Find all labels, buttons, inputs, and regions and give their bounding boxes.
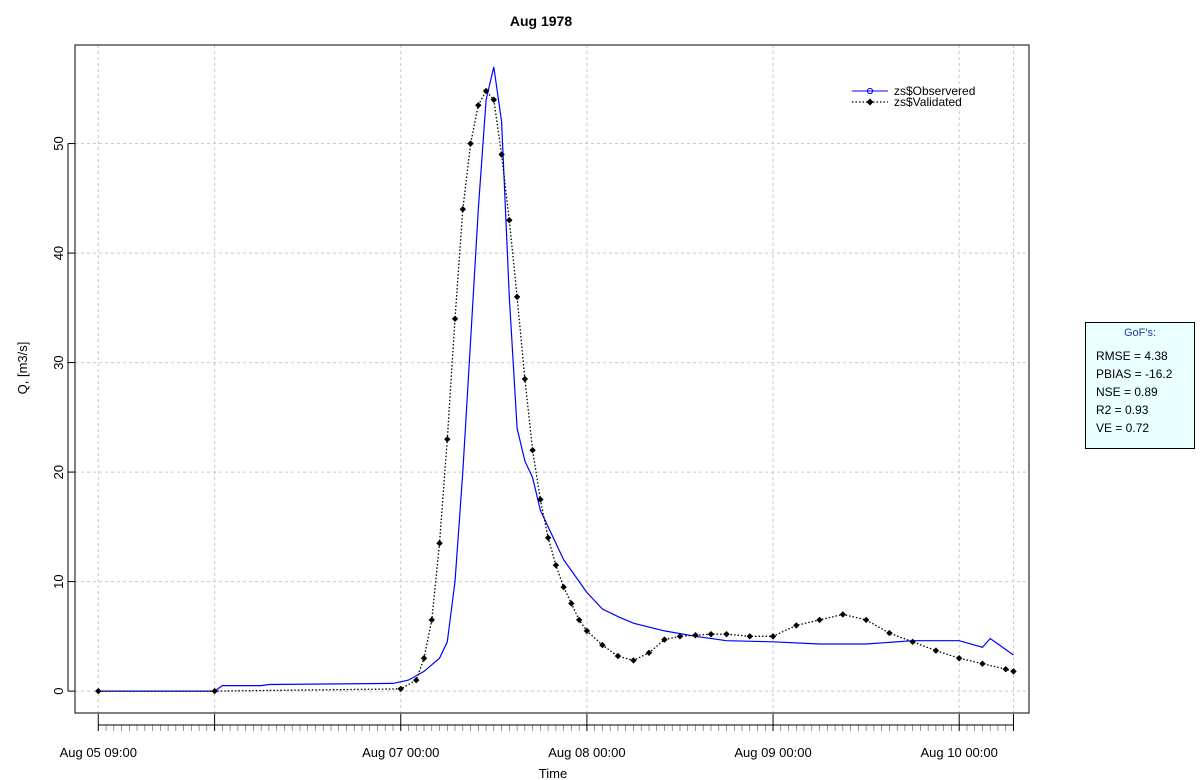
validated-point xyxy=(95,687,102,695)
chart-title: Aug 1978 xyxy=(510,13,572,29)
validated-point xyxy=(444,436,451,443)
validated-point xyxy=(459,206,467,213)
legend-validated-marker xyxy=(866,98,874,106)
validated-point xyxy=(552,561,560,569)
plot-frame xyxy=(74,44,1030,714)
validated-point xyxy=(839,611,847,618)
validated-point xyxy=(1002,665,1009,673)
validated-point xyxy=(397,685,404,693)
validated-point xyxy=(544,534,552,541)
legend-observed-label: zs$Observered xyxy=(894,84,975,98)
validated-point xyxy=(909,638,916,646)
gof-r2: R2 = 0.93 xyxy=(1096,403,1149,417)
y-tick-label: 30 xyxy=(51,355,66,369)
validated-point xyxy=(645,649,653,656)
validated-point xyxy=(513,293,521,301)
validated-point xyxy=(529,446,536,454)
gof-pbias: PBIAS = -16.2 xyxy=(1096,367,1173,381)
validated-point xyxy=(676,633,684,640)
validated-point xyxy=(862,616,870,624)
validated-point xyxy=(498,151,505,158)
validated-point xyxy=(436,540,443,547)
grid xyxy=(75,45,1029,713)
validated-point xyxy=(420,655,428,662)
validated-point xyxy=(793,622,800,629)
x-tick-label: Aug 10 00:00 xyxy=(921,745,998,760)
y-tick-label: 50 xyxy=(51,136,66,150)
gof-nse: NSE = 0.89 xyxy=(1096,385,1158,399)
y-axis-label: Q, [m3/s] xyxy=(15,342,30,395)
validated-point xyxy=(692,632,699,639)
series-observed-line xyxy=(98,66,1014,692)
validated-point xyxy=(583,627,591,635)
validated-point xyxy=(560,583,567,591)
validated-point xyxy=(746,633,753,640)
x-axis-label: Time xyxy=(539,766,567,780)
validated-point xyxy=(490,96,498,103)
gof-ve: VE = 0.72 xyxy=(1096,421,1150,435)
validated-point xyxy=(979,660,986,667)
validated-point xyxy=(211,687,218,695)
validated-point xyxy=(467,140,474,147)
validated-point xyxy=(568,600,575,607)
y-tick-label: 40 xyxy=(51,246,66,260)
validated-point xyxy=(769,633,777,640)
validated-point xyxy=(428,616,435,624)
validated-point xyxy=(475,102,482,109)
x-tick-label: Aug 07 00:00 xyxy=(362,745,439,760)
x-minor-ticks xyxy=(97,725,1014,731)
legend-validated-label: zs$Validated xyxy=(894,95,962,109)
validated-point xyxy=(506,217,513,224)
gof-title: GoF's: xyxy=(1123,327,1157,339)
x-tick-label: Aug 08 00:00 xyxy=(548,745,625,760)
x-tick-label: Aug 05 09:00 xyxy=(60,745,137,760)
validated-point xyxy=(661,636,668,643)
validated-point xyxy=(413,676,420,684)
gof-rmse: RMSE = 4.38 xyxy=(1096,349,1168,363)
validated-point xyxy=(886,629,893,637)
validated-point xyxy=(575,616,583,624)
axes: 0 10 20 30 40 50 Aug 05 09:00 Aug 07 00:00 Aug 0… xyxy=(51,136,1014,760)
y-tick-label: 20 xyxy=(51,465,66,479)
validated-point xyxy=(614,652,622,660)
validated-point xyxy=(521,375,529,383)
validated-point xyxy=(451,315,459,322)
legend: zs$Observered zs$Validated xyxy=(852,84,975,109)
legend-observed-marker xyxy=(866,87,874,95)
gof-box: GoF's: RMSE = 4.38 PBIAS = -16.2 NSE = 0… xyxy=(1085,322,1195,449)
validated-point xyxy=(723,630,730,638)
validated-point xyxy=(482,87,490,95)
x-tick-label: Aug 09 00:00 xyxy=(734,745,811,760)
y-tick-label: 0 xyxy=(51,687,66,694)
validated-point xyxy=(537,496,544,503)
validated-point xyxy=(816,616,823,624)
y-tick-label: 10 xyxy=(51,574,66,588)
validated-point xyxy=(932,647,940,654)
validated-point xyxy=(955,655,963,662)
series-layer xyxy=(95,66,1017,695)
validated-point xyxy=(707,630,715,638)
validated-point xyxy=(630,657,637,664)
validated-point xyxy=(599,641,606,649)
validated-point xyxy=(1010,668,1017,675)
series-validated-line xyxy=(98,89,1014,692)
